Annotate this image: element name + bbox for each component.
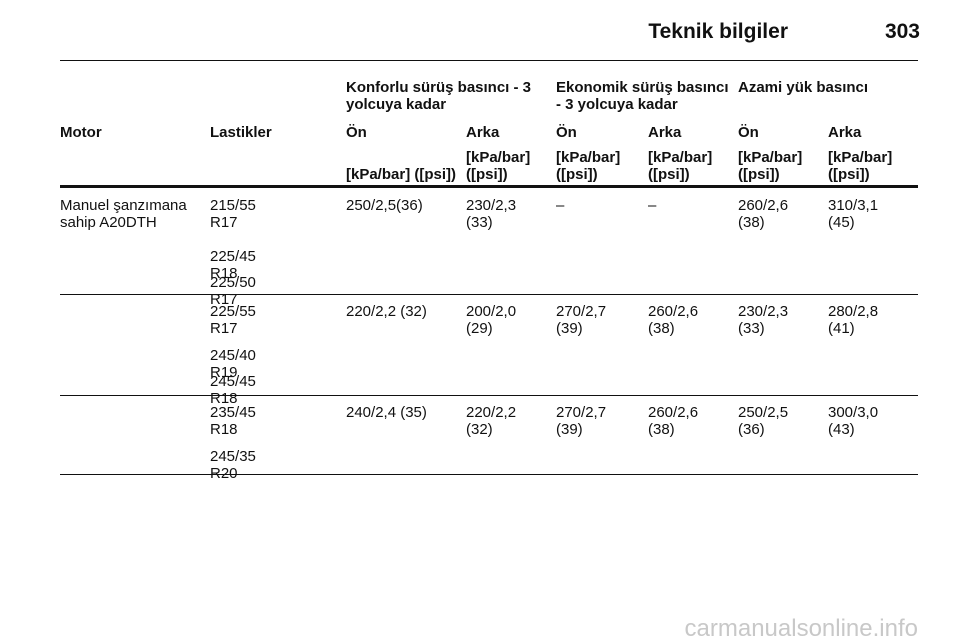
group-header: Konforlu sürüş basıncı - 3 yolcuya kadar	[346, 79, 532, 113]
unit-header: [kPa/bar] ([psi])	[648, 149, 713, 183]
unit-header: [kPa/bar] ([psi])	[828, 149, 893, 183]
tire-cell: 245/35 R20	[210, 448, 256, 482]
section-title: Teknik bilgiler	[648, 20, 788, 43]
watermark: carmanualsonline.info	[684, 615, 918, 642]
column-header: Arka	[648, 124, 682, 141]
column-header: Arka	[466, 124, 500, 141]
value-cell: 250/2,5(36)	[346, 197, 423, 214]
rule	[60, 60, 918, 61]
tire-cell: 225/45 R18	[210, 248, 256, 282]
value-cell: 200/2,0 (29)	[466, 303, 517, 337]
rule	[60, 395, 918, 396]
value-cell: 310/3,1 (45)	[828, 197, 879, 231]
value-cell: 220/2,2 (32)	[466, 404, 517, 438]
value-cell: 270/2,7 (39)	[556, 404, 607, 438]
column-header: Ön	[556, 124, 577, 141]
unit-header: [kPa/bar] ([psi])	[346, 166, 457, 183]
tire-cell: 235/45 R18	[210, 404, 256, 438]
rule	[60, 294, 918, 295]
unit-header: [kPa/bar] ([psi])	[466, 149, 531, 183]
value-cell: 270/2,7 (39)	[556, 303, 607, 337]
tire-cell: 215/55 R17	[210, 197, 256, 231]
group-header: Azami yük basıncı	[738, 79, 869, 96]
tire-cell: 225/50 R17	[210, 274, 256, 308]
column-header: Ön	[738, 124, 759, 141]
value-cell: 230/2,3 (33)	[466, 197, 517, 231]
unit-header: [kPa/bar] ([psi])	[738, 149, 803, 183]
rule	[60, 474, 918, 475]
tire-cell: 225/55 R17	[210, 303, 256, 337]
unit-header: [kPa/bar] ([psi])	[556, 149, 621, 183]
value-cell: 260/2,6 (38)	[648, 404, 699, 438]
tire-cell: 245/40 R19	[210, 347, 256, 381]
column-header: Motor	[60, 124, 102, 141]
value-cell: 260/2,6 (38)	[648, 303, 699, 337]
value-cell: 280/2,8 (41)	[828, 303, 879, 337]
value-cell: 250/2,5 (36)	[738, 404, 789, 438]
value-cell: –	[556, 197, 565, 214]
column-header: Arka	[828, 124, 862, 141]
value-cell: 220/2,2 (32)	[346, 303, 427, 320]
rule	[60, 185, 918, 188]
column-header: Lastikler	[210, 124, 272, 141]
value-cell: 260/2,6 (38)	[738, 197, 789, 231]
group-header: Ekonomik sürüş basıncı - 3 yolcuya kadar	[556, 79, 729, 113]
value-cell: 240/2,4 (35)	[346, 404, 427, 421]
value-cell: 230/2,3 (33)	[738, 303, 789, 337]
motor-cell: Manuel şanzımana sahip A20DTH	[60, 197, 187, 231]
value-cell: –	[648, 197, 657, 214]
column-header: Ön	[346, 124, 367, 141]
value-cell: 300/3,0 (43)	[828, 404, 879, 438]
page-number: 303	[884, 20, 920, 43]
tire-cell: 245/45 R18	[210, 373, 256, 407]
